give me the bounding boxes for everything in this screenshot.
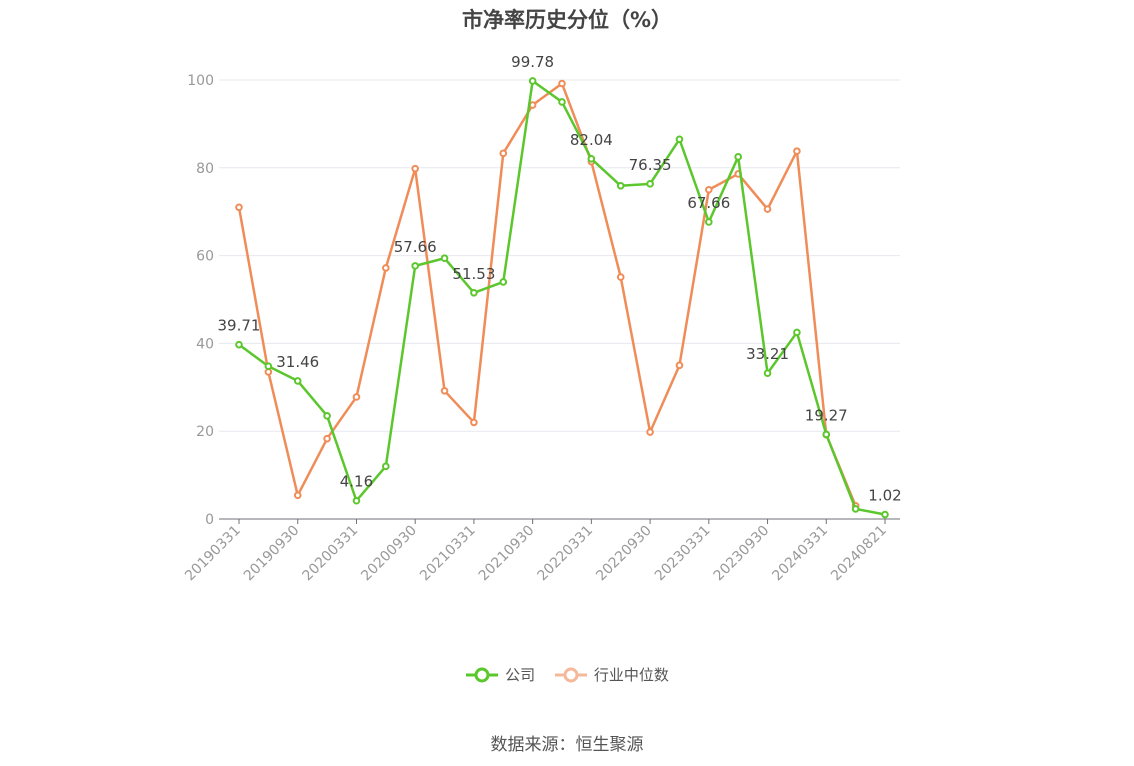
- data-point-company: [881, 510, 889, 519]
- data-label: 1.02: [868, 487, 901, 505]
- data-point-industry-median: [382, 264, 390, 272]
- data-point-industry-median: [411, 164, 419, 173]
- x-axis: 2019033120190930202003312020093020210331…: [182, 518, 900, 585]
- data-point-company: [499, 278, 508, 286]
- legend-label-company: 公司: [505, 666, 536, 684]
- data-point-company: [851, 505, 860, 513]
- x-tick-label: 20190930: [241, 523, 303, 585]
- data-label: 33.21: [746, 345, 789, 363]
- data-point-industry-median: [616, 273, 625, 281]
- legend: 公司 行业中位数: [0, 664, 1134, 685]
- y-tick-label: 60: [196, 249, 214, 265]
- data-label: 57.66: [394, 238, 437, 256]
- data-point-company: [440, 254, 449, 263]
- data-point-company: [470, 288, 478, 297]
- chart-title: 市净率历史分位（%）: [461, 8, 673, 32]
- data-label: 51.53: [452, 265, 495, 283]
- data-point-company: [793, 328, 801, 337]
- data-point-company: [235, 340, 243, 349]
- y-tick-label: 100: [187, 73, 214, 89]
- y-tick-label: 0: [205, 512, 214, 528]
- data-point-company: [675, 135, 684, 144]
- x-tick-label: 20190331: [182, 523, 244, 585]
- data-point-industry-median: [675, 361, 684, 370]
- data-point-industry-median: [293, 491, 302, 500]
- data-point-company: [646, 180, 654, 188]
- data-labels: 39.71 31.46 4.16 57.66 51.53 99.78 82.04 76.35 6…: [218, 53, 902, 505]
- series-line-industry-median: [237, 82, 857, 507]
- y-tick-label: 80: [196, 161, 214, 177]
- data-point-company: [822, 430, 831, 439]
- series-lines: [235, 77, 889, 519]
- data-point-company: [763, 369, 772, 378]
- data-point-industry-median: [705, 185, 713, 194]
- data-point-industry-median: [558, 79, 566, 88]
- data-point-company: [293, 377, 302, 385]
- x-tick-label: 20230331: [652, 523, 714, 585]
- x-tick-label: 20240821: [828, 523, 890, 585]
- data-point-industry-median: [235, 203, 243, 212]
- data-point-company: [587, 155, 596, 163]
- data-label: 67.66: [687, 194, 730, 212]
- x-tick-label: 20220930: [593, 523, 655, 585]
- data-point-company: [352, 496, 361, 505]
- x-tick-label: 20220331: [534, 523, 596, 585]
- data-point-industry-median: [793, 147, 801, 155]
- x-tick-label: 20240331: [769, 523, 831, 585]
- x-tick-label: 20230930: [711, 523, 773, 585]
- data-source-note: 数据来源：恒生聚源: [490, 735, 644, 755]
- data-point-company: [616, 181, 625, 190]
- data-point-company: [705, 218, 713, 226]
- data-point-industry-median: [499, 149, 508, 158]
- data-point-industry-median: [352, 393, 361, 401]
- y-tick-label: 40: [196, 336, 214, 352]
- data-point-industry-median: [528, 101, 537, 109]
- data-label: 4.16: [340, 473, 373, 491]
- data-label: 99.78: [511, 53, 554, 71]
- legend-line-marker-icon: [466, 667, 499, 682]
- data-label: 39.71: [218, 317, 261, 335]
- legend-label-industry-median: 行业中位数: [593, 666, 669, 684]
- x-tick-label: 20210930: [476, 523, 538, 585]
- y-tick-label: 20: [196, 424, 214, 440]
- data-point-industry-median: [323, 434, 331, 443]
- y-axis: 0 20 40 60 80 100: [187, 73, 214, 528]
- x-tick-label: 20200930: [358, 523, 420, 585]
- data-label: 19.27: [805, 406, 848, 424]
- data-point-industry-median: [646, 428, 654, 436]
- data-point-industry-median: [763, 205, 772, 213]
- data-point-company: [411, 262, 419, 270]
- data-label: 82.04: [570, 131, 613, 149]
- data-point-company: [528, 77, 537, 85]
- data-point-company: [264, 362, 273, 371]
- x-tick-label: 20200331: [300, 523, 362, 585]
- data-point-company: [382, 462, 390, 471]
- x-tick-label: 20210331: [417, 523, 479, 585]
- data-label: 76.35: [629, 156, 672, 174]
- legend-item-company[interactable]: 公司: [465, 664, 535, 685]
- data-label: 31.46: [276, 353, 319, 371]
- data-point-industry-median: [440, 387, 449, 395]
- series-line-company: [238, 79, 886, 516]
- data-point-company: [323, 412, 331, 420]
- data-point-company: [734, 153, 742, 161]
- legend-line-marker-icon: [554, 667, 587, 682]
- grid-lines: [219, 79, 900, 432]
- data-point-company: [558, 98, 566, 106]
- legend-item-industry-median[interactable]: 行业中位数: [554, 664, 669, 685]
- data-point-industry-median: [470, 418, 478, 427]
